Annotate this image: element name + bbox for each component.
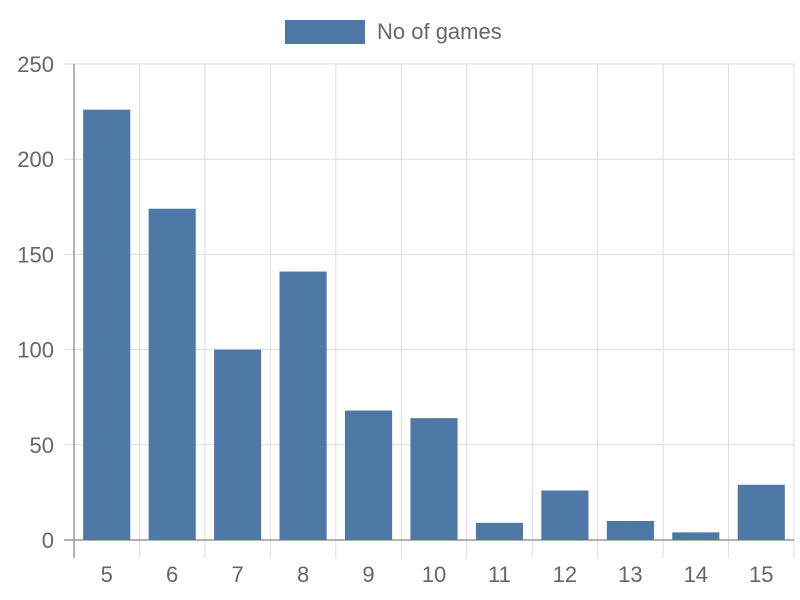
bar-11[interactable] (475, 522, 524, 540)
bar-13[interactable] (606, 520, 654, 540)
y-tick-label: 0 (42, 528, 54, 553)
x-tick-label: 9 (362, 562, 374, 587)
x-tick-label: 5 (101, 562, 113, 587)
bar-8[interactable] (279, 271, 327, 540)
y-tick-label: 100 (17, 338, 54, 363)
legend-label[interactable]: No of games (377, 19, 502, 44)
y-tick-label: 50 (30, 433, 54, 458)
x-tick-label: 14 (684, 562, 708, 587)
grid-lines (64, 63, 795, 558)
y-tick-label: 200 (17, 147, 54, 172)
y-tick-labels: 0 50 100 150 200 250 (17, 52, 54, 553)
bar-7[interactable] (214, 349, 262, 540)
bar-12[interactable] (541, 490, 589, 540)
bar-15[interactable] (737, 484, 785, 540)
x-tick-label: 7 (232, 562, 244, 587)
bar-9[interactable] (344, 410, 393, 540)
bar-6[interactable] (148, 208, 196, 541)
x-tick-labels: 5 6 7 8 9 10 11 12 13 14 15 (101, 562, 774, 587)
x-tick-label: 6 (166, 562, 178, 587)
bar-10[interactable] (410, 418, 458, 540)
legend[interactable]: No of games (285, 19, 502, 44)
x-tick-label: 10 (422, 562, 446, 587)
x-tick-label: 11 (488, 562, 511, 587)
y-tick-label: 150 (17, 242, 54, 267)
bar-14[interactable] (672, 532, 720, 540)
bars (83, 109, 785, 541)
x-tick-label: 13 (618, 562, 642, 587)
x-tick-label: 8 (297, 562, 309, 587)
legend-swatch[interactable] (285, 20, 365, 44)
x-tick-label: 15 (749, 562, 773, 587)
bar-5[interactable] (83, 109, 131, 541)
x-tick-label: 12 (553, 562, 577, 587)
y-tick-label: 250 (17, 52, 54, 77)
